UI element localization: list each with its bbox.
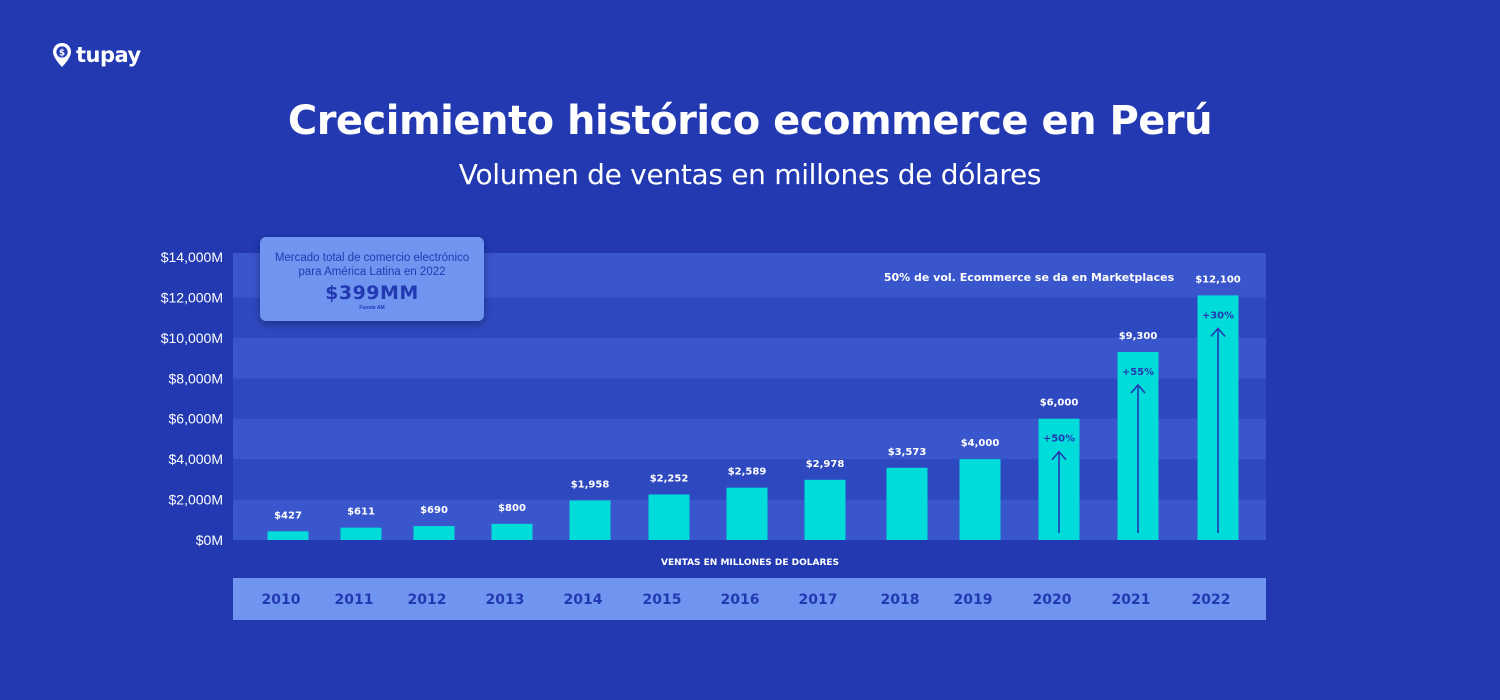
x-tick-label: 2020 [1033,592,1072,608]
x-axis-label: VENTAS EN MILLONES DE DOLARES [661,558,839,568]
bar-value-label: $6,000 [1040,398,1079,409]
page-subtitle: Volumen de ventas en millones de dólares [458,158,1042,191]
marketplace-annotation: 50% de vol. Ecommerce se da en Marketpla… [884,271,1175,284]
svg-text:$: $ [59,49,65,59]
growth-label: +30% [1202,310,1234,321]
y-tick-label: $8,000M [169,370,223,386]
year-band [233,578,1266,620]
bar [648,494,690,540]
bar [267,531,309,540]
chart-band [233,414,1266,460]
y-tick-label: $10,000M [161,330,223,346]
y-tick-label: $2,000M [169,492,223,508]
chart-band [233,374,1266,419]
x-tick-label: 2011 [335,592,374,608]
bar-value-label: $2,589 [728,467,767,478]
x-tick-label: 2016 [721,592,760,608]
bar [340,527,382,540]
growth-arrow-head [1130,383,1146,394]
x-tick-label: 2022 [1192,592,1231,608]
callout-text: Mercado total de comercio electrónico pa… [274,252,470,278]
y-tick-label: $0M [196,532,223,548]
x-tick-label: 2015 [643,592,682,608]
bar [569,500,611,540]
x-tick-label: 2013 [486,592,525,608]
bar-value-label: $800 [498,503,526,514]
growth-label: +50% [1043,434,1075,445]
growth-arrow-head [1210,327,1226,337]
brand-logo: $ tupay [52,42,141,68]
bar [413,526,455,540]
y-tick-label: $4,000M [169,451,223,467]
bar-value-label: $611 [347,507,375,518]
bar [886,467,928,540]
y-tick-label: $12,000M [161,289,223,305]
brand-name: tupay [76,43,141,67]
callout-value: $399MM [325,282,419,304]
latam-market-callout: Mercado total de comercio electrónico pa… [260,237,484,321]
x-tick-label: 2019 [954,592,993,608]
callout-source: Fuente AM [359,305,385,311]
y-tick-label: $6,000M [169,411,223,427]
bar-value-label: $9,300 [1119,331,1158,342]
bar-value-label: $2,978 [806,459,845,470]
x-tick-label: 2021 [1112,592,1151,608]
bar-value-label: $12,100 [1195,274,1241,285]
x-tick-label: 2010 [262,592,301,608]
growth-arrow-head [1051,450,1067,461]
bar [959,459,1001,540]
x-tick-label: 2012 [408,592,447,608]
bar-value-label: $2,252 [650,473,689,484]
bar [726,487,768,540]
x-tick-label: 2017 [799,592,838,608]
bar-value-label: $4,000 [961,438,1000,449]
bar-value-label: $3,573 [888,447,927,458]
page-title: Crecimiento histórico ecommerce en Perú [287,98,1213,144]
bar [491,523,533,540]
growth-label: +55% [1122,367,1154,378]
bar [804,479,846,540]
bar-value-label: $427 [274,510,302,521]
y-tick-label: $14,000M [161,249,223,265]
bar-value-label: $1,958 [571,479,610,490]
bar-value-label: $690 [420,505,448,516]
x-tick-label: 2014 [564,592,603,608]
dollar-pin-icon: $ [53,43,71,67]
x-tick-label: 2018 [881,592,920,608]
chart-band [233,333,1266,379]
